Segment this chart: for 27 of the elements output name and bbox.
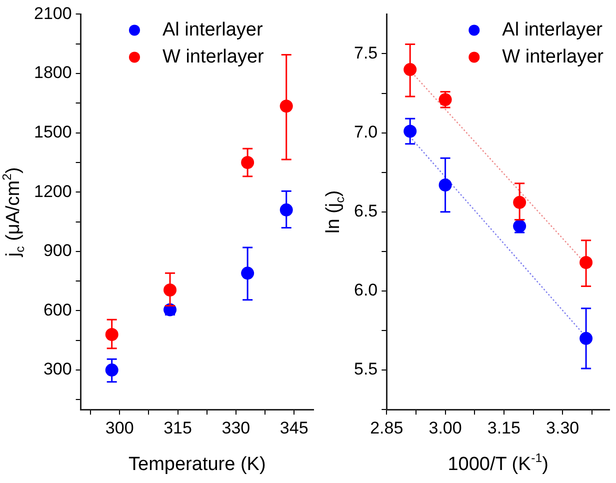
- y-tick-label: 300: [43, 360, 72, 379]
- text: 3.30: [546, 418, 580, 438]
- y-tick-label: 2100: [34, 4, 72, 23]
- y-axis-title: jc (μA/cm2): [0, 167, 28, 258]
- y-tick-label: 6.5: [354, 202, 378, 221]
- y-tick-label: 7.5: [354, 43, 378, 62]
- x-tick-label: 300: [105, 418, 134, 438]
- x-tick-label: 330: [222, 418, 250, 438]
- text: 3.00: [428, 418, 462, 438]
- text: 6.0: [354, 280, 378, 300]
- y-tick-label: 600: [43, 300, 72, 320]
- legend-label: W interlayer: [502, 46, 604, 68]
- y-tick-label: 5.5: [354, 360, 378, 379]
- x-tick-label: 2.85: [370, 418, 404, 438]
- legend-label: Al interlayer: [502, 19, 604, 40]
- y-tick-label: 1200: [34, 182, 72, 201]
- y-tick-label: 1500: [34, 122, 72, 142]
- x-tick-label: 315: [164, 418, 192, 438]
- y-axis-title: ln (jc): [323, 190, 348, 234]
- legend-label: Al interlayer: [162, 19, 264, 40]
- x-tick-label: 3.15: [487, 418, 520, 438]
- text: 7.0: [354, 122, 378, 142]
- y-tick-label: 1800: [34, 63, 72, 82]
- x-tick-label: 345: [280, 418, 308, 438]
- legend-label: W interlayer: [162, 46, 265, 68]
- y-tick-label: 900: [43, 241, 72, 260]
- x-axis-title: Temperature (K): [128, 454, 266, 476]
